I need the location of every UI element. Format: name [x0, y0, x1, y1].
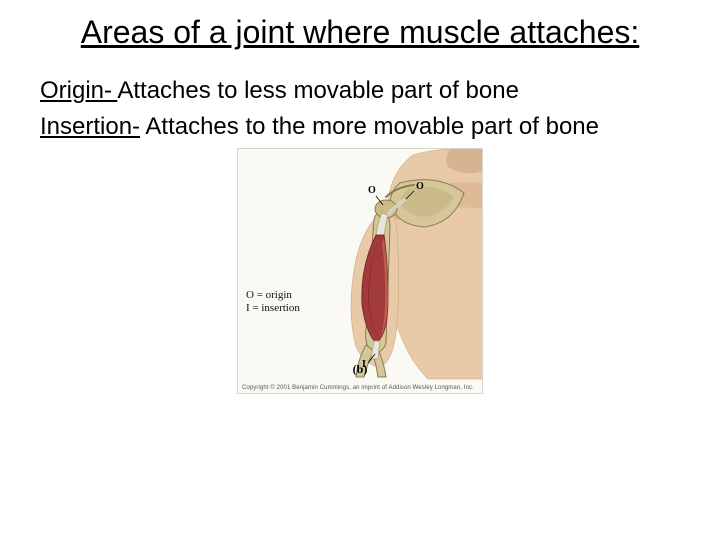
marker-origin-1: O — [368, 185, 376, 196]
definition-origin-text: Attaches to less movable part of bone — [117, 77, 519, 104]
copyright-text: Copyright © 2001 Benjamin Cummings, an i… — [242, 385, 474, 391]
slide: Areas of a joint where muscle attaches: … — [0, 0, 720, 540]
slide-title: Areas of a joint where muscle attaches: — [40, 12, 680, 52]
definition-origin: Origin- Attaches to less movable part of… — [40, 76, 680, 106]
anatomy-illustration — [238, 149, 483, 394]
figure-legend: O = origin I = insertion — [246, 289, 300, 315]
figure-container: O O I O = origin I = insertion (b) Copyr… — [40, 148, 680, 399]
panel-label: (b) — [238, 362, 482, 377]
definition-insertion-text: Attaches to the more movable part of bon… — [140, 113, 599, 140]
marker-origin-2: O — [416, 181, 424, 192]
legend-origin: O = origin — [246, 289, 300, 302]
term-insertion: Insertion- — [40, 113, 140, 140]
definition-insertion: Insertion- Attaches to the more movable … — [40, 112, 680, 142]
term-origin: Origin- — [40, 77, 117, 104]
legend-insertion: I = insertion — [246, 302, 300, 315]
anatomy-figure: O O I O = origin I = insertion (b) Copyr… — [237, 148, 483, 394]
